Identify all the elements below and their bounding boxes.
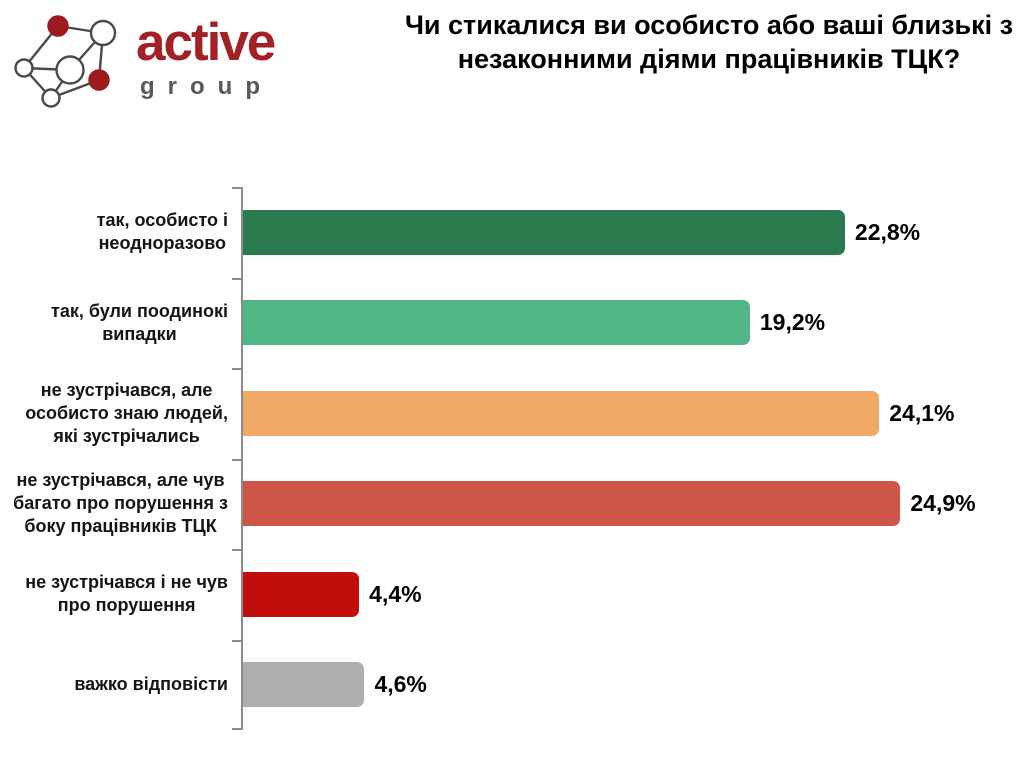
bar-row: не зустрічався, але особисто знаю людей, я… <box>0 368 1024 459</box>
value-label: 24,9% <box>910 490 976 517</box>
bar-row: важко відповісти 4,6% <box>0 640 1024 731</box>
bar <box>243 209 845 255</box>
bar-track: 24,9% <box>241 481 1024 527</box>
bar-chart: так, особисто і неодноразово 22,8% так, бул… <box>0 187 1024 730</box>
value-label: 19,2% <box>759 309 826 336</box>
value-label: 4,6% <box>374 671 427 698</box>
bar-track: 22,8% <box>241 209 1024 255</box>
category-label-cell: не зустрічався, але чув багато про поруше… <box>0 469 241 538</box>
category-label-cell: так, особисто і неодноразово <box>0 209 241 255</box>
chart-title-line2: незаконними діями працівників ТЦК? <box>457 44 961 74</box>
category-label-cell: так, були поодинокі випадки <box>0 300 241 346</box>
category-label: не зустрічався і не чув про порушення <box>25 572 228 616</box>
category-label: так, особисто і неодноразово <box>96 210 228 254</box>
category-label: не зустрічався, але особисто знаю людей, я… <box>25 379 228 446</box>
category-label: не зустрічався, але чув багато про поруше… <box>13 470 228 537</box>
axis-tick <box>232 549 241 551</box>
brand-wordmark: active group <box>136 13 276 100</box>
axis-tick <box>232 458 241 461</box>
value-label: 4,4% <box>369 580 422 607</box>
brand-name: active <box>136 13 276 72</box>
value-label: 22,8% <box>854 218 921 245</box>
value-label: 24,1% <box>889 399 955 426</box>
bar <box>243 571 360 617</box>
axis-tick <box>232 728 241 730</box>
bar <box>243 662 365 708</box>
chart-title-line1: Чи стикалися ви особисто або ваші близьк… <box>404 10 1014 40</box>
network-nodes-icon <box>14 15 117 108</box>
category-label: важко відповісти <box>74 674 228 695</box>
bar-track: 4,6% <box>241 662 1024 708</box>
bar-row: не зустрічався, але чув багато про поруше… <box>0 459 1024 550</box>
bar <box>243 481 901 527</box>
bar <box>243 390 880 436</box>
axis-tick <box>232 277 241 280</box>
category-label: так, були поодинокі випадки <box>51 300 228 344</box>
bar-row: не зустрічався і не чув про порушення 4,4% <box>0 549 1024 640</box>
axis-tick <box>232 187 241 189</box>
chart-title: Чи стикалися ви особисто або ваші близьк… <box>398 8 1020 76</box>
axis-tick <box>232 639 241 642</box>
axis-tick <box>232 368 241 370</box>
bar-track: 24,1% <box>241 390 1024 436</box>
category-label-cell: не зустрічався, але особисто знаю людей, я… <box>0 379 241 448</box>
category-label-cell: не зустрічався і не чув про порушення <box>0 571 241 617</box>
bar-row: так, особисто і неодноразово 22,8% <box>0 187 1024 278</box>
category-axis-line <box>241 187 243 730</box>
brand-logo: active group <box>8 8 276 120</box>
bar-track: 19,2% <box>241 300 1024 346</box>
bar-track: 4,4% <box>241 571 1024 617</box>
brand-subtitle: group <box>140 73 273 100</box>
category-label-cell: важко відповісти <box>0 673 241 696</box>
bar <box>243 300 750 346</box>
bar-row: так, були поодинокі випадки 19,2% <box>0 278 1024 369</box>
